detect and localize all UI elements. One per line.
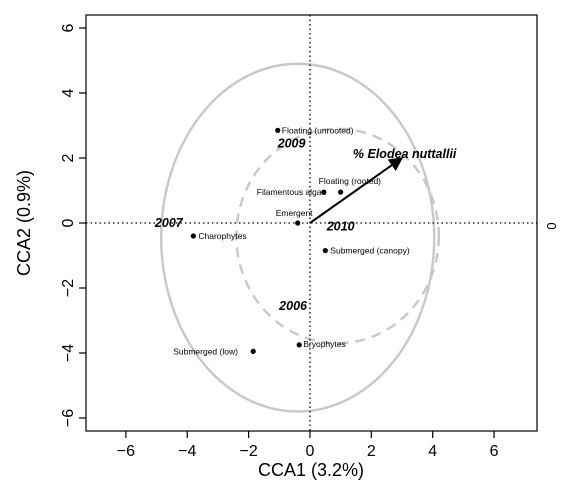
- year-labels-layer: 2009 2007 2010 2006: [154, 136, 355, 313]
- point-submerged-canopy: [322, 248, 328, 254]
- point-floating-unrooted: [275, 127, 281, 133]
- year-label-2006: 2006: [278, 299, 308, 313]
- point-label-floating-rooted: Floating (rooted): [319, 176, 382, 186]
- x-tick-label: 4: [428, 443, 437, 460]
- y-tick-label: 6: [60, 23, 77, 32]
- x-tick-label: −4: [178, 443, 196, 460]
- ellipse-layer: [159, 62, 441, 413]
- y-tick-label: −2: [60, 279, 77, 297]
- x-axis-title: CCA1 (3.2%): [258, 460, 364, 480]
- elodea-vector-label: % Elodea nuttallii: [353, 147, 457, 161]
- x-tick-label: −2: [239, 443, 257, 460]
- points-layer: Floating (unrooted) Filamentous algaeFloa…: [173, 125, 410, 356]
- point-label-submerged-low: Submerged (low): [173, 346, 238, 356]
- point-label-filamentous-algae: Filamentous algae: [257, 187, 327, 197]
- x-tick-label: 0: [306, 443, 315, 460]
- vector-layer: % Elodea nuttallii: [309, 147, 457, 224]
- ellipse-solid: [159, 62, 436, 413]
- ellipse-dashed: [235, 127, 441, 345]
- x-tick-label: −6: [117, 443, 135, 460]
- year-label-2009: 2009: [277, 136, 306, 150]
- point-bryophytes: [296, 342, 302, 348]
- year-label-2007: 2007: [154, 216, 184, 230]
- point-label-floating-unrooted: Floating (unrooted): [282, 125, 354, 135]
- x-tick-label: 6: [490, 443, 499, 460]
- point-label-emergent: Emergent: [276, 208, 313, 218]
- point-label-bryophytes: Bryophytes: [303, 339, 346, 349]
- right-axis-label: 0: [544, 222, 559, 229]
- y-tick-label: 0: [60, 218, 77, 227]
- y-axis-title: CCA2 (0.9%): [14, 170, 34, 276]
- point-submerged-low: [250, 348, 256, 354]
- elodea-vector-arrow: [309, 157, 404, 224]
- year-label-2010: 2010: [326, 219, 355, 233]
- y-tick-label: −4: [60, 344, 77, 362]
- point-filamentous-algae: [321, 189, 327, 195]
- y-tick-label: −6: [60, 409, 77, 427]
- point-floating-rooted: [338, 189, 344, 195]
- x-tick-label: 2: [367, 443, 376, 460]
- point-label-charophytes: Charophytes: [198, 231, 246, 241]
- point-label-submerged-canopy: Submerged (canopy): [330, 246, 410, 256]
- point-charophytes: [190, 233, 196, 239]
- y-tick-label: 2: [60, 153, 77, 162]
- point-emergent: [295, 220, 301, 226]
- y-tick-label: 4: [60, 88, 77, 97]
- axis-ticks: −6 −4 −2 0 2 4 6 −6 −4 −2 0 2 4 6: [60, 23, 499, 460]
